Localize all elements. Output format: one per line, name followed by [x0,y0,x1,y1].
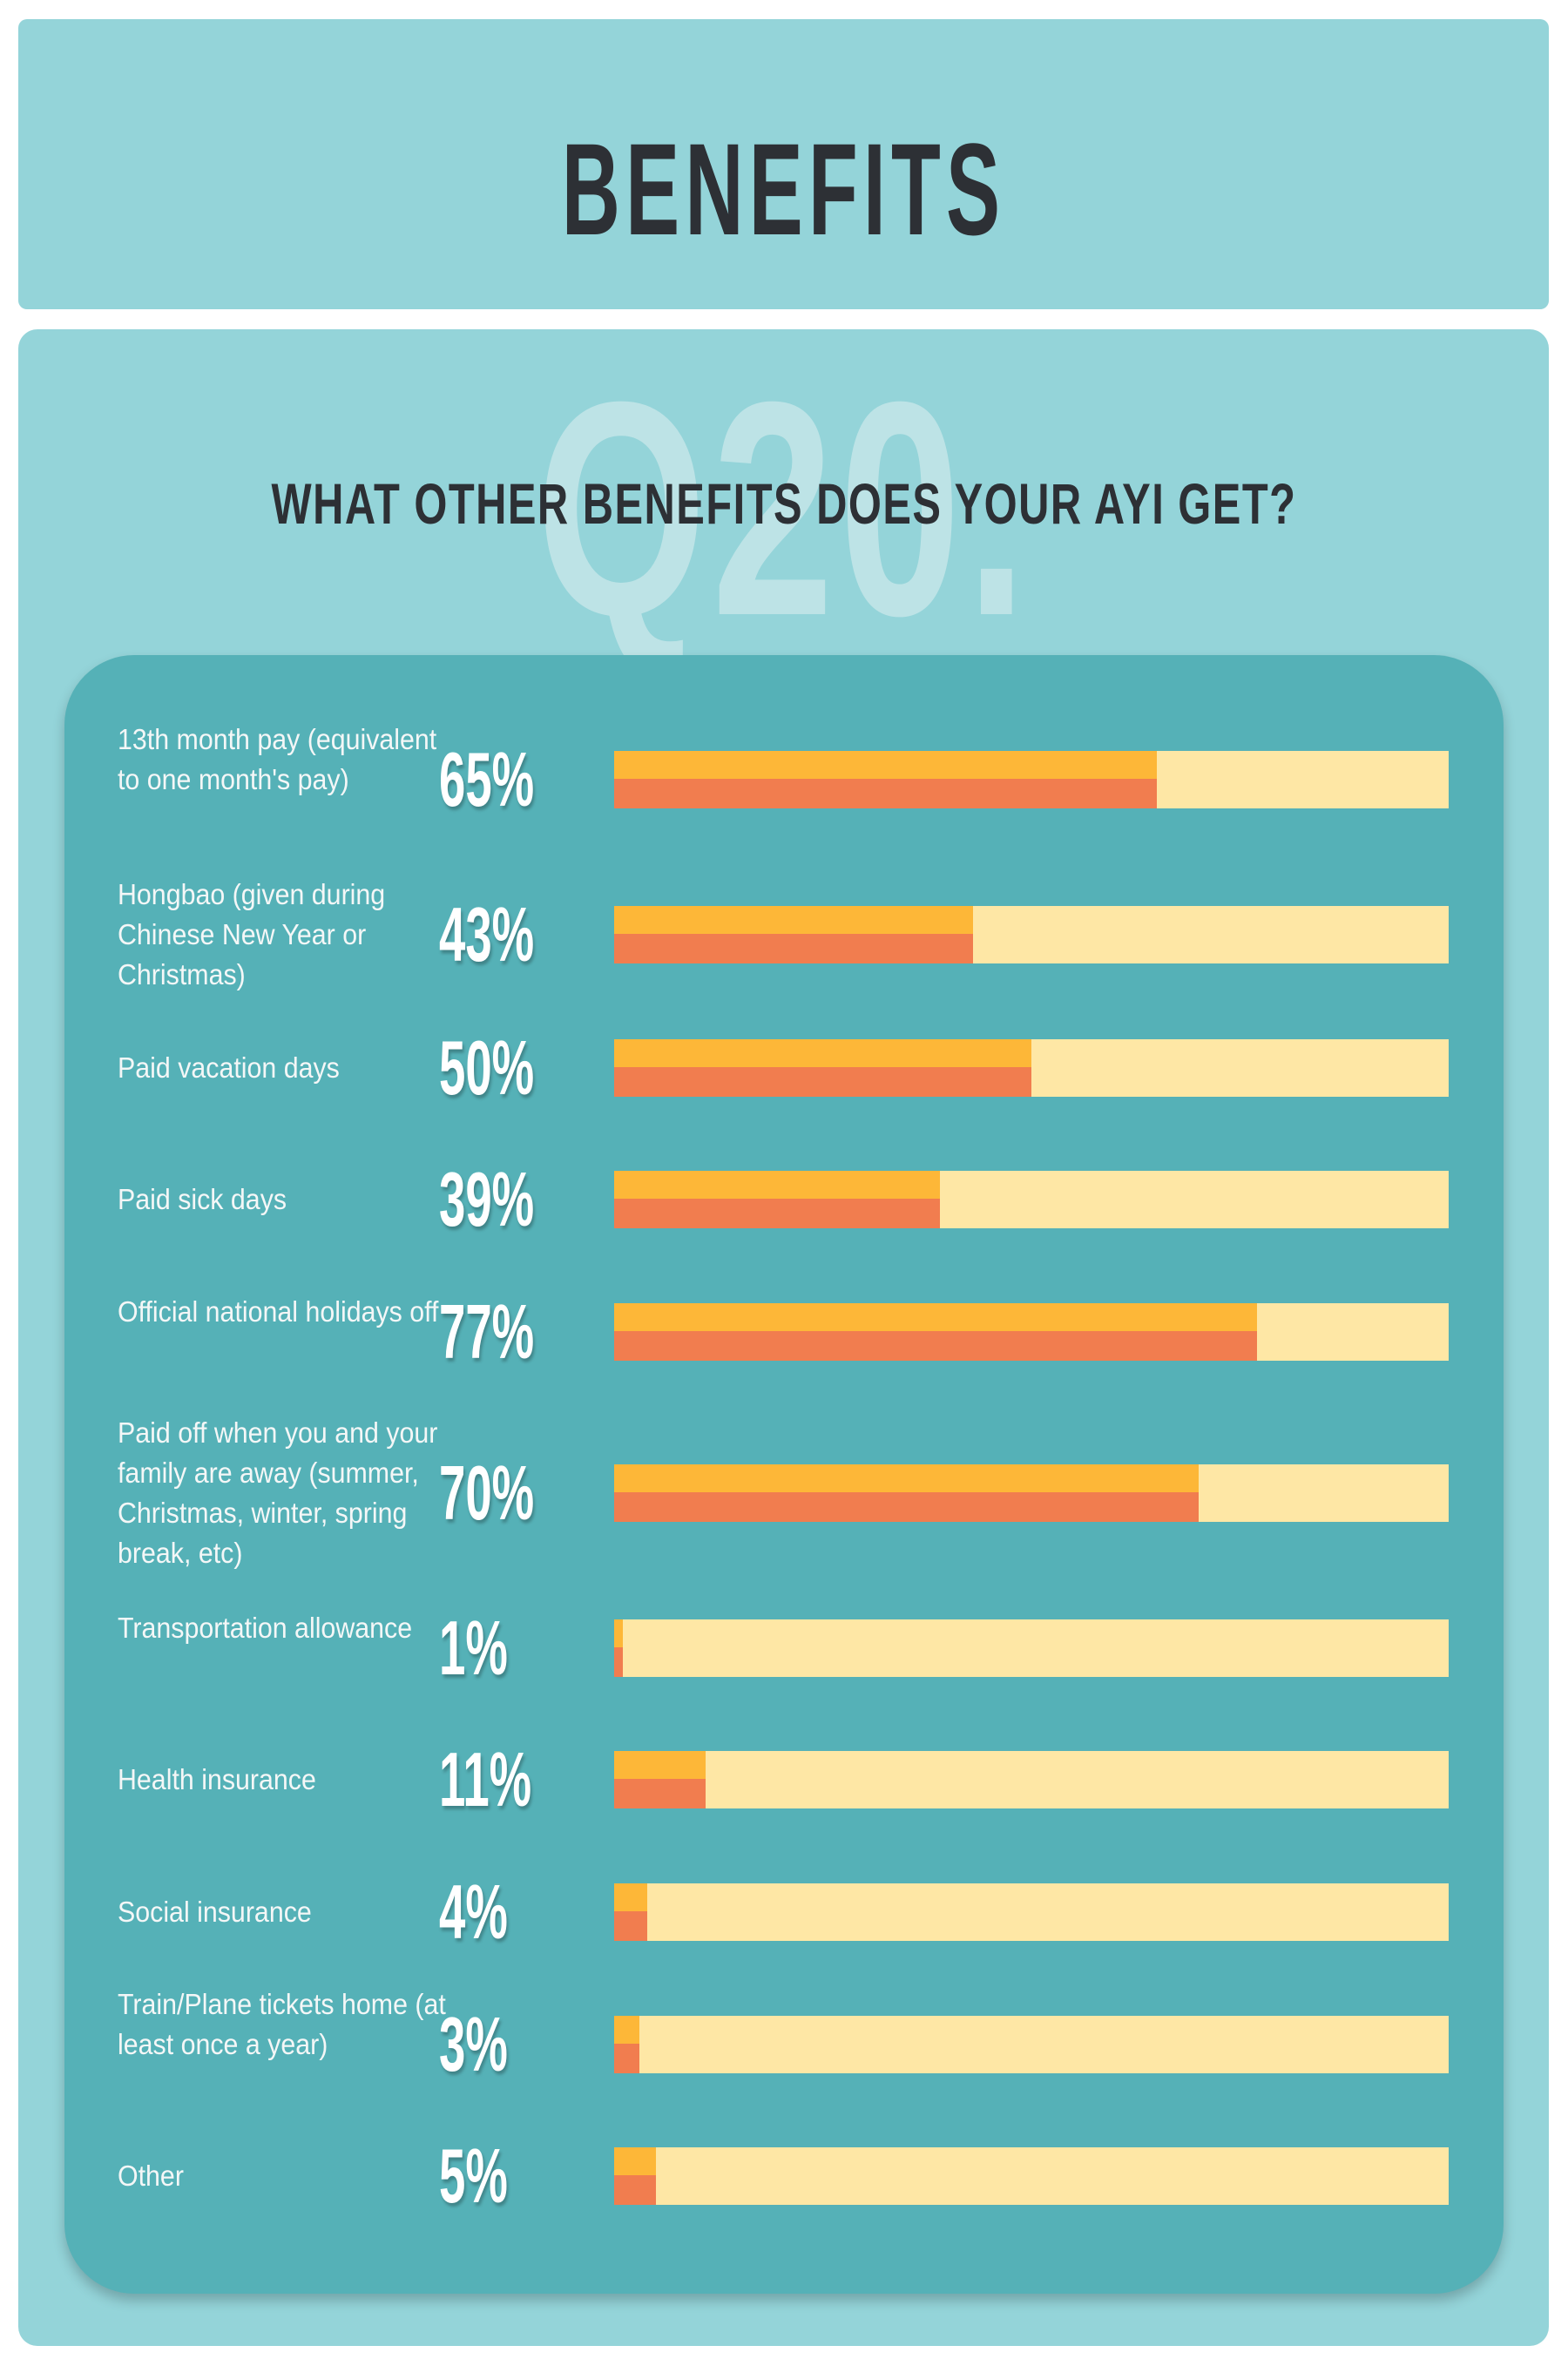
question-title: WHAT OTHER BENEFITS DOES YOUR AYI GET? [271,471,1297,536]
chart-row: Other 5% [64,2135,1504,2217]
bar-fill-bottom [614,1779,706,1808]
category-label: Other [118,2160,184,2192]
bar-track [614,1171,1449,1228]
bar-track [614,1619,1449,1677]
bar-fill-bottom [614,1492,1199,1522]
bar-fill-bottom [614,934,973,963]
bar-track [614,906,1449,963]
page-title: BENEFITS [561,116,1006,262]
value-label: 11% [439,1736,532,1822]
question-number-watermark: Q20. [536,339,1032,679]
chart-row: Health insurance 11% [64,1739,1504,1821]
value-label: 70% [439,1450,535,1536]
value-label: 4% [439,1869,508,1955]
value-label: 50% [439,1024,535,1111]
bar-track [614,2147,1449,2205]
bar-track [614,1303,1449,1361]
bar-fill-bottom [614,1331,1257,1361]
category-label: 13th month pay (equivalent to one month'… [118,723,437,795]
chart-row: Paid sick days 39% [64,1159,1504,1240]
chart-row: 13th month pay (equivalent to one month'… [64,723,1504,821]
bar-fill-bottom [614,1911,648,1941]
bar-fill-top [614,1039,1031,1067]
value-label: 39% [439,1156,535,1242]
bar-fill-bottom [614,1067,1031,1097]
chart-row: Transportation allowance 1% [64,1607,1504,1689]
bar-fill-bottom [614,2175,656,2205]
chart-row: Paid off when you and your family are aw… [64,1416,1504,1569]
bar-fill-top [614,1171,940,1199]
category-label: Train/Plane tickets home (at least once … [118,1988,446,2060]
value-label: 1% [439,1605,508,1691]
header-banner: BENEFITS [18,19,1549,309]
chart-row: Social insurance 4% [64,1871,1504,1953]
bar-track [614,2016,1449,2073]
bar-track [614,751,1449,808]
chart-row: Train/Plane tickets home (at least once … [64,1988,1504,2085]
bar-fill-top [614,1464,1199,1492]
category-label: Transportation allowance [118,1612,413,1644]
value-label: 5% [439,2133,508,2219]
bar-fill-top [614,1619,623,1647]
value-label: 3% [439,2001,508,2087]
chart-row: Paid vacation days 50% [64,1027,1504,1109]
category-label: Social insurance [118,1896,312,1928]
category-label: Health insurance [118,1763,316,1795]
bar-fill-top [614,751,1157,779]
bar-track [614,1883,1449,1941]
bar-fill-top [614,2016,639,2044]
chart-row: Official national holidays off 77% [64,1291,1504,1373]
bar-fill-top [614,1751,706,1779]
bar-fill-bottom [614,1199,940,1228]
value-label: 77% [439,1288,535,1375]
bar-fill-top [614,2147,656,2175]
chart-row: Hongbao (given during Chinese New Year o… [64,878,1504,990]
category-label: Official national holidays off [118,1295,439,1328]
value-label: 65% [439,736,535,822]
category-label: Hongbao (given during Chinese New Year o… [118,878,386,990]
category-label: Paid sick days [118,1183,287,1215]
bar-fill-top [614,1883,648,1911]
bar-track [614,1039,1449,1097]
bar-fill-top [614,906,973,934]
value-label: 43% [439,891,535,977]
chart-panel: 13th month pay (equivalent to one month'… [64,655,1504,2294]
category-label: Paid off when you and your family are aw… [118,1416,438,1569]
bar-fill-bottom [614,779,1157,808]
bar-fill-bottom [614,1647,623,1677]
category-label: Paid vacation days [118,1051,340,1084]
bar-fill-bottom [614,2044,639,2073]
bar-fill-top [614,1303,1257,1331]
bar-track [614,1464,1449,1522]
bar-track [614,1751,1449,1808]
